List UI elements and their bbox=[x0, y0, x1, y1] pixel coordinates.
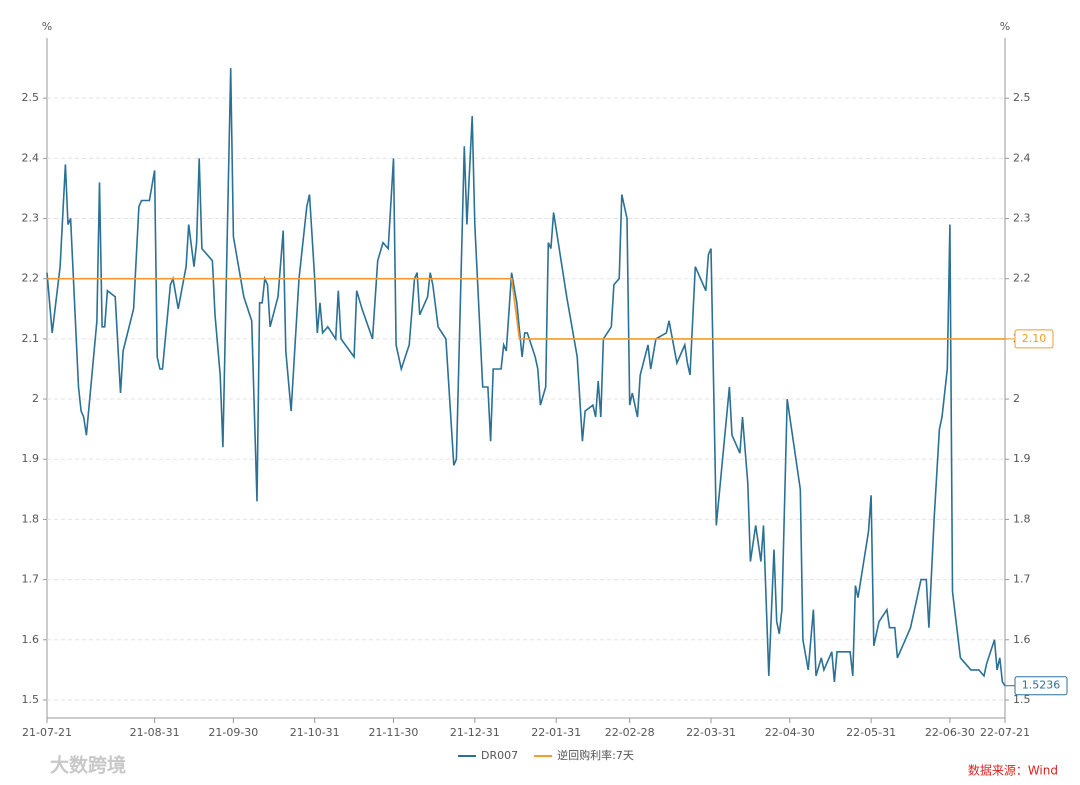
x-tick-label: 21-11-30 bbox=[368, 726, 418, 739]
x-tick-label: 21-08-31 bbox=[130, 726, 180, 739]
x-tick-label: 22-07-21 bbox=[980, 726, 1030, 739]
y-tick-label: 2 bbox=[32, 392, 39, 405]
x-tick-label: 22-01-31 bbox=[531, 726, 581, 739]
x-tick-label: 21-09-30 bbox=[208, 726, 258, 739]
end-label: 2.10 bbox=[1022, 332, 1047, 345]
y-tick-label: 2.4 bbox=[22, 151, 40, 164]
line bbox=[47, 277, 1005, 340]
watermark: 大数跨境 bbox=[50, 754, 126, 777]
y2-tick-label: 2.5 bbox=[1013, 91, 1031, 104]
y-tick-label: 2.3 bbox=[22, 212, 40, 225]
y-tick-label: 1.8 bbox=[22, 512, 40, 525]
y2-tick-label: 2.4 bbox=[1013, 151, 1031, 164]
y-tick-label: 1.6 bbox=[22, 633, 40, 646]
y-tick-label: 1.9 bbox=[22, 452, 40, 465]
line bbox=[46, 68, 1006, 687]
y2-tick-label: 1.7 bbox=[1013, 573, 1031, 586]
y-unit: % bbox=[42, 20, 52, 33]
x-tick-label: 22-04-30 bbox=[765, 726, 815, 739]
y-tick-label: 2.2 bbox=[22, 272, 40, 285]
source: 数据来源：Wind bbox=[968, 763, 1058, 778]
x-tick-label: 22-03-31 bbox=[686, 726, 736, 739]
end-label-box bbox=[1014, 676, 1068, 696]
legend-label: DR007 bbox=[481, 749, 518, 762]
y2-unit: % bbox=[1000, 20, 1010, 33]
y2-tick-label: 2 bbox=[1013, 392, 1020, 405]
y-tick-label: 1.5 bbox=[22, 693, 40, 706]
y2-tick-label: 1.8 bbox=[1013, 512, 1031, 525]
y2-tick-label: 1.5 bbox=[1013, 693, 1031, 706]
end-label: 1.5236 bbox=[1022, 679, 1061, 692]
y-tick-label: 1.7 bbox=[22, 573, 40, 586]
x-tick-label: 21-10-31 bbox=[290, 726, 340, 739]
y2-tick-label: 1.6 bbox=[1013, 633, 1031, 646]
x-tick-label: 21-07-21 bbox=[22, 726, 72, 739]
y-tick-label: 2.5 bbox=[22, 91, 40, 104]
y2-tick-label: 2.2 bbox=[1013, 272, 1031, 285]
x-tick-label: 22-02-28 bbox=[605, 726, 655, 739]
end-label-box bbox=[1014, 329, 1054, 349]
x-tick-label: 22-05-31 bbox=[846, 726, 896, 739]
x-tick-label: 22-06-30 bbox=[925, 726, 975, 739]
y-tick-label: 2.1 bbox=[22, 332, 40, 345]
y2-tick-label: 1.9 bbox=[1013, 452, 1031, 465]
x-tick-label: 21-12-31 bbox=[450, 726, 500, 739]
y2-tick-label: 2.3 bbox=[1013, 212, 1031, 225]
legend-label: 逆回购利率:7天 bbox=[557, 748, 634, 762]
